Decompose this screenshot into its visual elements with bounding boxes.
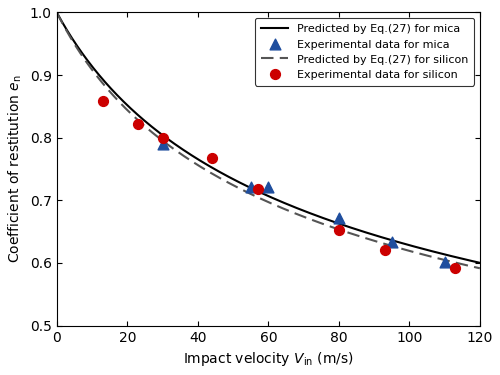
Predicted by Eq.(27) for silicon xyxy=(54,10,60,15)
Experimental data for silicon xyxy=(98,98,106,104)
X-axis label: Impact velocity $V_{\mathrm{in}}$ (m/s): Impact velocity $V_{\mathrm{in}}$ (m/s) xyxy=(183,350,354,368)
Experimental data for mica xyxy=(246,184,254,190)
Predicted by Eq.(27) for mica xyxy=(54,10,60,15)
Experimental data for mica xyxy=(158,141,166,147)
Legend: Predicted by Eq.(27) for mica, Experimental data for mica, Predicted by Eq.(27) : Predicted by Eq.(27) for mica, Experimen… xyxy=(255,18,474,86)
Experimental data for mica xyxy=(264,184,272,190)
Experimental data for silicon xyxy=(335,227,343,233)
Experimental data for mica xyxy=(440,259,448,265)
Predicted by Eq.(27) for silicon xyxy=(477,266,483,270)
Predicted by Eq.(27) for mica xyxy=(477,261,483,265)
Experimental data for mica xyxy=(335,215,343,221)
Predicted by Eq.(27) for silicon xyxy=(282,207,288,212)
Experimental data for silicon xyxy=(451,265,459,271)
Experimental data for silicon xyxy=(158,135,166,141)
Predicted by Eq.(27) for silicon xyxy=(400,247,406,252)
Predicted by Eq.(27) for silicon xyxy=(466,264,472,268)
Experimental data for mica xyxy=(388,239,396,245)
Predicted by Eq.(27) for mica xyxy=(306,210,312,215)
Predicted by Eq.(27) for mica xyxy=(466,258,472,263)
Predicted by Eq.(27) for silicon xyxy=(306,216,312,221)
Experimental data for silicon xyxy=(380,247,388,253)
Predicted by Eq.(27) for mica xyxy=(282,201,288,206)
Predicted by Eq.(27) for silicon xyxy=(254,195,260,200)
Experimental data for silicon xyxy=(208,155,216,161)
Predicted by Eq.(27) for mica xyxy=(254,189,260,194)
Y-axis label: Coefficient of restitution $e_{\mathrm{n}}$: Coefficient of restitution $e_{\mathrm{n… xyxy=(7,75,24,263)
Predicted by Eq.(27) for mica xyxy=(400,242,406,246)
Predicted by Eq.(27) for silicon xyxy=(258,196,264,201)
Predicted by Eq.(27) for mica xyxy=(258,190,264,195)
Experimental data for silicon xyxy=(134,121,142,127)
Line: Predicted by Eq.(27) for silicon: Predicted by Eq.(27) for silicon xyxy=(57,12,480,268)
Line: Predicted by Eq.(27) for mica: Predicted by Eq.(27) for mica xyxy=(57,12,480,263)
Experimental data for silicon xyxy=(254,186,262,192)
